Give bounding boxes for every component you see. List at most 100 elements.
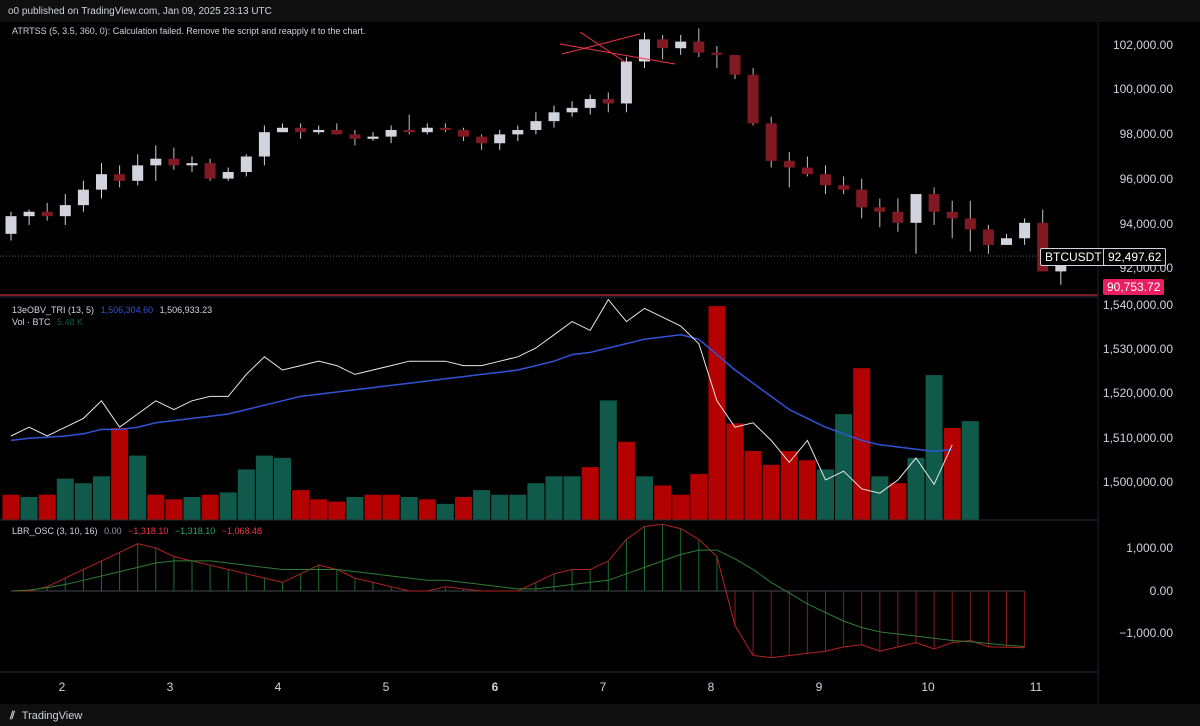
candle-body — [458, 129, 469, 137]
candle-body — [403, 129, 415, 133]
x-axis-label: 7 — [599, 680, 607, 694]
candle-body — [820, 174, 831, 186]
volume-bar — [400, 497, 418, 520]
candle-body — [928, 194, 940, 212]
price-axis-label: 98,000.00 — [1119, 127, 1173, 141]
last-price-tag: 92,497.62 — [1103, 248, 1167, 266]
osc-legend[interactable]: LBR_OSC (3, 10, 16) 0.00 −1,318.10 −1,31… — [12, 526, 266, 536]
volume-bar — [310, 499, 328, 520]
volume-bar — [708, 306, 726, 520]
candle-body — [783, 160, 795, 168]
obv-legend[interactable]: 13eOBV_TRI (13, 5) 1,506,304.60 1,506,93… — [12, 305, 216, 315]
candle-body — [494, 134, 506, 144]
volume-bar — [255, 455, 273, 520]
candle-body — [59, 205, 71, 217]
candle-body — [240, 156, 252, 172]
x-axis-label: 11 — [1029, 680, 1043, 694]
candle-body — [96, 174, 107, 190]
trendline — [559, 43, 676, 65]
volume-bar — [599, 400, 617, 520]
volume-bar — [636, 476, 653, 520]
candle-body — [23, 211, 35, 217]
candle-body — [5, 216, 17, 234]
volume-bar — [780, 451, 798, 520]
volume-bar — [56, 478, 74, 520]
candle-body — [168, 158, 180, 166]
candle-body — [729, 54, 741, 75]
osc-legend-v1: 0.00 — [104, 526, 122, 536]
price-axis-label: 102,000.00 — [1112, 38, 1173, 52]
volume-bar — [165, 499, 183, 520]
x-axis-label: 4 — [274, 680, 282, 694]
volume-bar — [509, 494, 527, 520]
volume-bar — [183, 497, 201, 520]
candle-body — [1037, 222, 1049, 272]
tradingview-logo-icon: ⫽ — [10, 710, 15, 722]
volume-bar — [328, 501, 346, 520]
x-axis-label: 2 — [58, 680, 66, 694]
candle-body — [114, 174, 126, 181]
volume-bar — [563, 476, 581, 520]
volume-bar — [491, 494, 509, 520]
x-axis-label: 3 — [166, 680, 174, 694]
symbol-tag[interactable]: BTCUSDT — [1040, 248, 1107, 266]
x-axis-label: 5 — [382, 680, 390, 694]
obv-ma-line — [10, 334, 953, 453]
volume-bar — [835, 414, 853, 520]
volume-bar — [418, 499, 436, 520]
price-axis-label: 94,000.00 — [1119, 217, 1173, 231]
atrtss-legend-text: ATRTSS (5, 3.5, 360, 0): Calculation fai… — [12, 26, 366, 36]
candle-body — [657, 39, 669, 49]
volume-bar — [889, 483, 907, 520]
volume-bar — [93, 476, 110, 520]
vol-legend-value: 5.48 K — [57, 317, 84, 327]
candle-body — [530, 121, 542, 130]
obv-axis-label: 1,510,000.00 — [1102, 431, 1173, 445]
price-axis-label: 96,000.00 — [1119, 172, 1173, 186]
volume-bar — [762, 464, 780, 520]
volume-bar — [38, 494, 56, 520]
candle-body — [1001, 238, 1012, 245]
candle-body — [258, 132, 270, 157]
volume-bar — [581, 467, 599, 520]
x-axis-label: 8 — [707, 680, 715, 694]
candle-body — [801, 167, 813, 175]
volume-bar — [74, 483, 92, 520]
atrtss-legend[interactable]: ATRTSS (5, 3.5, 360, 0): Calculation fai… — [12, 26, 369, 36]
candle-body — [982, 229, 994, 245]
candle-body — [964, 218, 976, 230]
candle-body — [295, 127, 307, 133]
volume-bar — [436, 503, 454, 520]
stop-price-tag: 90,753.72 — [1103, 279, 1165, 295]
candle-body — [946, 211, 958, 219]
volume-bar — [943, 428, 961, 520]
candle-body — [367, 136, 379, 139]
candle-body — [639, 39, 650, 62]
volume-bar — [346, 497, 364, 520]
volume-bar — [147, 494, 165, 520]
candle-body — [41, 211, 53, 217]
candle-body — [693, 41, 705, 53]
price-axis-label: 100,000.00 — [1112, 82, 1173, 96]
volume-bar — [871, 476, 889, 520]
tradingview-logo[interactable]: ⫽ TradingView — [10, 710, 82, 723]
chart-canvas[interactable] — [0, 22, 1200, 704]
osc-ma-line — [10, 549, 1025, 647]
candle-body — [421, 127, 433, 133]
header-bar: o0 published on TradingView.com, Jan 09,… — [0, 0, 1200, 22]
candle-body — [675, 41, 687, 49]
volume-bar — [201, 494, 219, 520]
candle-body — [331, 129, 343, 135]
osc-line — [11, 523, 1025, 659]
published-label: o0 published on TradingView.com, Jan 09,… — [8, 6, 272, 17]
volume-bar — [545, 476, 563, 520]
volume-bar — [364, 494, 382, 520]
oscillator-pane — [0, 22, 1099, 704]
volume-bar — [20, 497, 38, 520]
vol-legend-name: Vol · BTC — [12, 317, 51, 327]
obv-legend-v2: 1,506,933.23 — [159, 305, 213, 315]
volume-bar — [129, 455, 147, 520]
candle-body — [856, 189, 868, 208]
vol-legend[interactable]: Vol · BTC 5.48 K — [12, 317, 87, 327]
volume-bar — [219, 492, 237, 520]
